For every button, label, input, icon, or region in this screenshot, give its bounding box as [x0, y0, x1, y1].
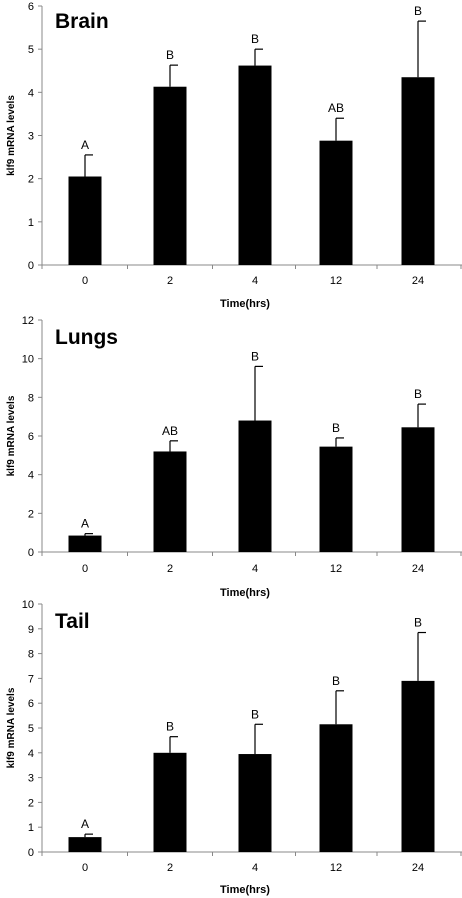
significance-label: B	[414, 4, 422, 18]
bar	[319, 446, 353, 552]
x-tick-label: 12	[330, 862, 342, 874]
significance-label: B	[251, 707, 259, 721]
bar	[401, 427, 435, 552]
significance-label: B	[251, 349, 259, 363]
y-tick-label: 2	[28, 174, 34, 186]
x-tick-label: 24	[412, 862, 424, 874]
x-tick-label: 24	[412, 275, 424, 287]
y-tick-label: 0	[28, 260, 34, 272]
bar	[401, 77, 435, 265]
significance-label: B	[332, 421, 340, 435]
x-tick-label: 12	[330, 275, 342, 287]
y-tick-label: 1	[28, 822, 34, 834]
x-axis-title: Time(hrs)	[220, 587, 270, 599]
y-tick-label: 10	[22, 599, 34, 611]
bar	[153, 86, 187, 265]
y-tick-label: 9	[28, 624, 34, 636]
chart-panel-lungs: 024681012A0AB2B4B12B24LungsTime(hrs)klf9…	[6, 315, 462, 599]
significance-label: B	[166, 48, 174, 62]
panel-title: Lungs	[55, 326, 118, 349]
x-tick-label: 2	[167, 862, 173, 874]
significance-label: B	[166, 720, 174, 734]
y-tick-label: 8	[28, 649, 34, 661]
y-tick-label: 6	[28, 431, 34, 443]
y-tick-label: 5	[28, 44, 34, 56]
y-tick-label: 4	[28, 87, 34, 99]
y-tick-label: 3	[28, 131, 34, 143]
bar	[153, 451, 187, 552]
bar	[238, 754, 272, 852]
y-tick-label: 4	[28, 470, 34, 482]
bar	[68, 535, 102, 552]
bar	[68, 176, 102, 265]
y-axis-title: klf9 mRNA levels	[6, 95, 17, 176]
x-tick-label: 0	[82, 275, 88, 287]
bar	[319, 724, 353, 852]
y-tick-label: 5	[28, 723, 34, 735]
y-tick-label: 8	[28, 392, 34, 404]
bar	[68, 837, 102, 852]
bar	[319, 140, 353, 265]
y-tick-label: 0	[28, 547, 34, 559]
significance-label: B	[414, 387, 422, 401]
y-tick-label: 6	[28, 698, 34, 710]
bar	[401, 680, 435, 852]
x-tick-label: 2	[167, 275, 173, 287]
y-tick-label: 12	[22, 315, 34, 327]
x-tick-label: 24	[412, 563, 424, 575]
x-tick-label: 0	[82, 563, 88, 575]
bar	[238, 420, 272, 552]
bar	[153, 752, 187, 852]
significance-label: B	[251, 32, 259, 46]
y-axis-title: klf9 mRNA levels	[6, 395, 17, 476]
x-tick-label: 0	[82, 862, 88, 874]
significance-label: A	[81, 517, 89, 531]
x-tick-label: 4	[252, 563, 258, 575]
x-tick-label: 4	[252, 862, 258, 874]
significance-label: AB	[328, 101, 344, 115]
x-tick-label: 12	[330, 563, 342, 575]
y-tick-label: 6	[28, 1, 34, 13]
significance-label: B	[332, 674, 340, 688]
x-axis-title: Time(hrs)	[220, 884, 270, 896]
y-tick-label: 2	[28, 797, 34, 809]
x-tick-label: 4	[252, 275, 258, 287]
panel-title: Tail	[55, 610, 90, 633]
y-tick-label: 3	[28, 773, 34, 785]
significance-label: A	[81, 138, 89, 152]
x-axis-title: Time(hrs)	[220, 298, 270, 310]
y-tick-label: 0	[28, 847, 34, 859]
y-axis-title: klf9 mRNA levels	[6, 687, 17, 768]
y-tick-label: 7	[28, 673, 34, 685]
y-tick-label: 2	[28, 508, 34, 520]
y-tick-label: 4	[28, 748, 34, 760]
bar	[238, 65, 272, 265]
significance-label: AB	[162, 424, 178, 438]
significance-label: B	[414, 616, 422, 630]
y-tick-label: 1	[28, 217, 34, 229]
y-tick-label: 10	[22, 354, 34, 366]
chart-panel-tail: 012345678910A0B2B4B12B24TailTime(hrs)klf…	[6, 599, 462, 896]
panel-title: Brain	[55, 10, 109, 33]
significance-label: A	[81, 817, 89, 831]
x-tick-label: 2	[167, 563, 173, 575]
